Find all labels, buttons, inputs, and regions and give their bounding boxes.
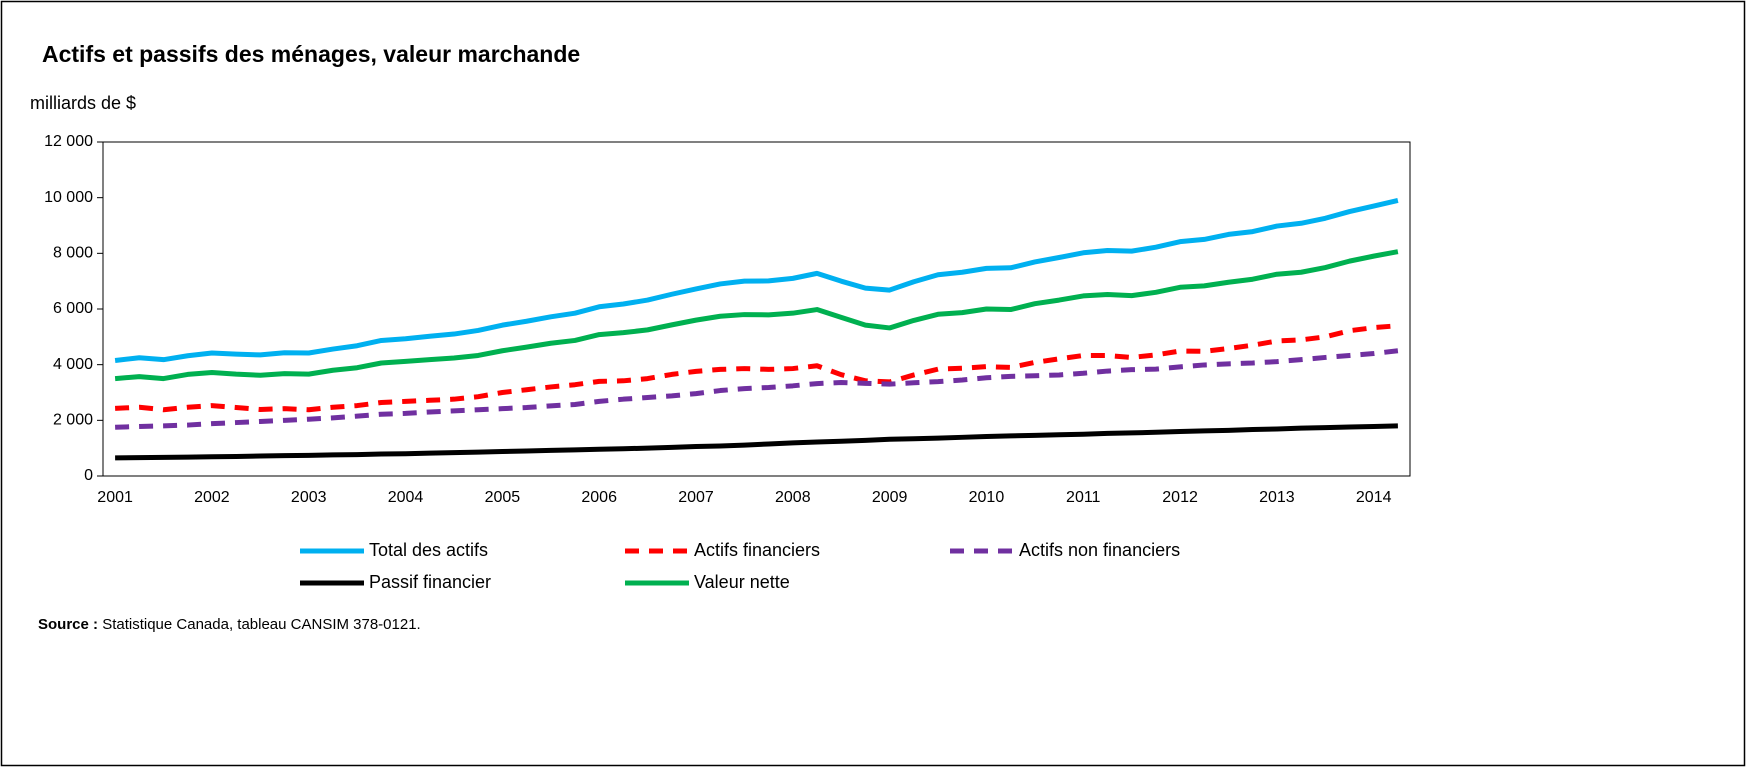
- legend-label: Actifs financiers: [694, 540, 820, 560]
- y-tick-label: 4 000: [53, 356, 93, 373]
- x-tick-label: 2006: [581, 489, 617, 506]
- x-tick-label: 2003: [291, 489, 327, 506]
- y-tick-label: 12 000: [44, 133, 93, 150]
- x-tick-label: 2007: [678, 489, 714, 506]
- x-tick-label: 2004: [388, 489, 424, 506]
- x-tick-label: 2010: [969, 489, 1005, 506]
- x-tick-label: 2009: [872, 489, 908, 506]
- chart-title: Actifs et passifs des ménages, valeur ma…: [42, 41, 580, 67]
- source-label: Source :: [38, 616, 98, 633]
- legend-label: Total des actifs: [369, 540, 488, 560]
- y-tick-label: 10 000: [44, 189, 93, 206]
- x-tick-label: 2013: [1259, 489, 1295, 506]
- y-tick-label: 2 000: [53, 412, 93, 429]
- y-tick-label: 6 000: [53, 300, 93, 317]
- source-text: Statistique Canada, tableau CANSIM 378-0…: [102, 616, 421, 633]
- y-tick-label: 0: [84, 467, 93, 484]
- x-tick-label: 2011: [1066, 489, 1101, 506]
- x-tick-label: 2008: [775, 489, 811, 506]
- source: Source : Statistique Canada, tableau CAN…: [38, 616, 421, 633]
- plot-area: [102, 141, 1411, 477]
- series-line: [114, 198, 1399, 363]
- x-tick-label: 2001: [97, 489, 133, 506]
- x-tick-label: 2012: [1162, 489, 1198, 506]
- x-tick-label: 2002: [194, 489, 230, 506]
- series-line: [114, 249, 1399, 382]
- legend-label: Passif financier: [369, 572, 491, 592]
- legend-label: Valeur nette: [694, 572, 790, 592]
- legend-label: Actifs non financiers: [1019, 540, 1180, 560]
- x-tick-label: 2014: [1356, 489, 1392, 506]
- series-line: [115, 423, 1398, 461]
- x-tick-label: 2005: [485, 489, 521, 506]
- y-tick-label: 8 000: [53, 245, 93, 262]
- y-axis-label: milliards de $: [30, 93, 136, 113]
